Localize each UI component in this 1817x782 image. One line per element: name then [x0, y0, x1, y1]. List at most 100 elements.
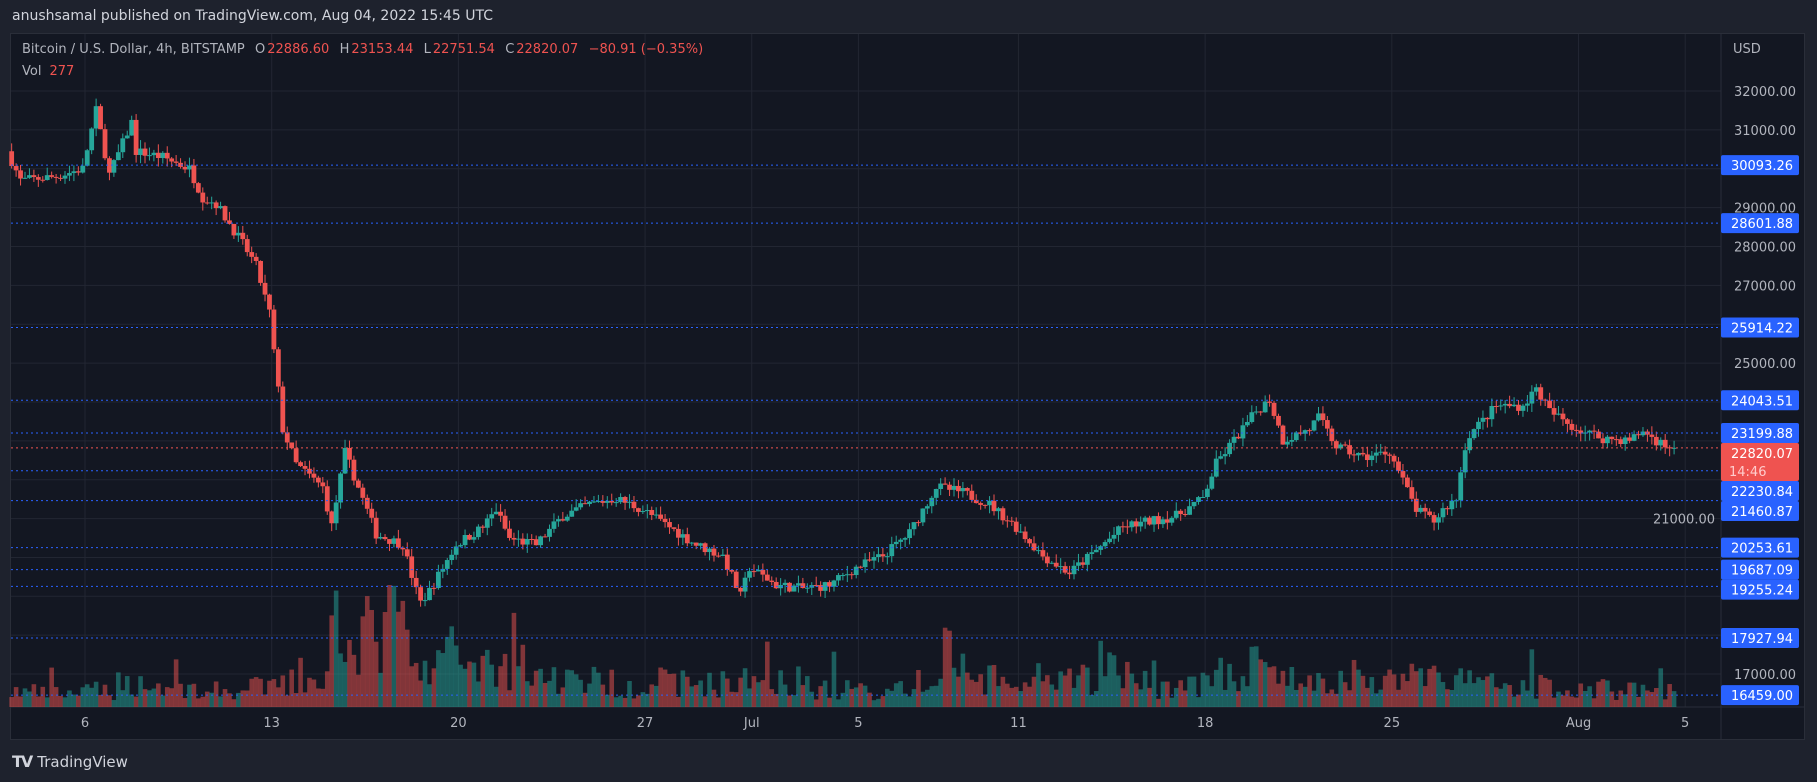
candle-body[interactable]	[1596, 431, 1601, 439]
candle-body[interactable]	[671, 527, 677, 529]
candle-body[interactable]	[1444, 508, 1450, 510]
candle-body[interactable]	[13, 166, 19, 171]
candle-body[interactable]	[1036, 550, 1041, 552]
candle-body[interactable]	[1480, 417, 1486, 422]
candle-body[interactable]	[858, 566, 864, 568]
candle-body[interactable]	[1565, 419, 1570, 424]
candle-body[interactable]	[329, 511, 335, 524]
candle-body[interactable]	[889, 544, 895, 557]
candle-body[interactable]	[164, 152, 170, 159]
candle-body[interactable]	[1467, 438, 1473, 451]
candle-body[interactable]	[853, 566, 859, 575]
candle-body[interactable]	[107, 158, 112, 173]
candle-body[interactable]	[142, 148, 148, 156]
candle-body[interactable]	[880, 554, 886, 557]
candle-body[interactable]	[1013, 521, 1019, 532]
candle-body[interactable]	[151, 152, 157, 156]
candle-body[interactable]	[609, 500, 615, 503]
candle-body[interactable]	[1311, 420, 1317, 431]
candle-body[interactable]	[876, 554, 881, 558]
candle-body[interactable]	[1560, 413, 1566, 420]
candle-body[interactable]	[200, 192, 206, 203]
candle-body[interactable]	[1422, 507, 1428, 512]
candle-body[interactable]	[204, 202, 210, 204]
candle-body[interactable]	[1587, 430, 1593, 433]
candle-body[interactable]	[75, 171, 81, 173]
candle-body[interactable]	[1662, 439, 1668, 448]
candle-body[interactable]	[1484, 417, 1490, 420]
candle-body[interactable]	[724, 554, 730, 570]
candle-body[interactable]	[124, 135, 130, 139]
candle-body[interactable]	[355, 480, 361, 488]
candle-body[interactable]	[1636, 434, 1641, 436]
candle-body[interactable]	[591, 501, 597, 503]
candle-body[interactable]	[1116, 526, 1121, 535]
candle-body[interactable]	[1516, 404, 1521, 411]
candle-body[interactable]	[338, 473, 343, 503]
candle-body[interactable]	[1289, 440, 1295, 442]
candle-body[interactable]	[369, 508, 375, 518]
candle-body[interactable]	[1098, 546, 1104, 550]
candle-body[interactable]	[458, 545, 464, 547]
candle-body[interactable]	[520, 538, 526, 545]
candle-body[interactable]	[600, 501, 606, 503]
candle-body[interactable]	[235, 232, 241, 236]
candle-body[interactable]	[475, 526, 481, 538]
candle-body[interactable]	[773, 581, 779, 589]
candle-body[interactable]	[942, 483, 948, 485]
candle-body[interactable]	[1525, 403, 1530, 406]
candle-body[interactable]	[93, 106, 99, 129]
candle-body[interactable]	[822, 582, 828, 591]
candle-body[interactable]	[573, 507, 579, 511]
candle-body[interactable]	[924, 506, 930, 509]
candle-body[interactable]	[1440, 508, 1446, 518]
candle-body[interactable]	[471, 537, 477, 540]
candle-body[interactable]	[1000, 508, 1006, 521]
candle-body[interactable]	[827, 582, 832, 587]
candle-body[interactable]	[844, 574, 850, 576]
candle-body[interactable]	[631, 501, 637, 509]
candle-body[interactable]	[760, 569, 766, 575]
candle-body[interactable]	[1178, 510, 1184, 515]
candle-body[interactable]	[1244, 422, 1250, 426]
candle-body[interactable]	[1600, 438, 1606, 444]
candle-body[interactable]	[1653, 436, 1659, 446]
candle-body[interactable]	[1084, 553, 1090, 565]
candle-body[interactable]	[1151, 516, 1157, 525]
candle-body[interactable]	[1111, 534, 1117, 539]
candle-body[interactable]	[1551, 408, 1557, 415]
candle-body[interactable]	[280, 386, 286, 433]
candle-body[interactable]	[409, 556, 415, 578]
candle-body[interactable]	[951, 485, 957, 490]
candle-body[interactable]	[1067, 572, 1072, 575]
candle-body[interactable]	[1667, 447, 1673, 449]
candle-body[interactable]	[1556, 413, 1561, 415]
candle-body[interactable]	[916, 522, 921, 524]
candle-body[interactable]	[324, 486, 330, 512]
candle-body[interactable]	[9, 151, 15, 167]
candle-body[interactable]	[1333, 441, 1339, 449]
candle-body[interactable]	[893, 541, 899, 545]
candle-body[interactable]	[787, 582, 792, 592]
candle-body[interactable]	[302, 466, 308, 469]
candle-body[interactable]	[480, 526, 486, 528]
candle-body[interactable]	[1133, 521, 1139, 527]
candle-body[interactable]	[1511, 404, 1517, 407]
candle-body[interactable]	[969, 490, 975, 500]
candle-body[interactable]	[195, 183, 201, 193]
candle-body[interactable]	[49, 175, 55, 177]
candle-body[interactable]	[244, 239, 250, 253]
candle-body[interactable]	[1409, 487, 1415, 499]
candle-body[interactable]	[1498, 405, 1504, 407]
candle-body[interactable]	[751, 571, 757, 573]
candle-body[interactable]	[1253, 411, 1259, 413]
candle-body[interactable]	[1378, 451, 1384, 453]
candle-body[interactable]	[493, 511, 499, 515]
candle-body[interactable]	[507, 528, 512, 538]
candle-body[interactable]	[364, 497, 370, 509]
candle-body[interactable]	[542, 536, 548, 538]
candle-body[interactable]	[1276, 415, 1281, 426]
candle-body[interactable]	[587, 501, 592, 505]
candle-body[interactable]	[502, 515, 508, 529]
